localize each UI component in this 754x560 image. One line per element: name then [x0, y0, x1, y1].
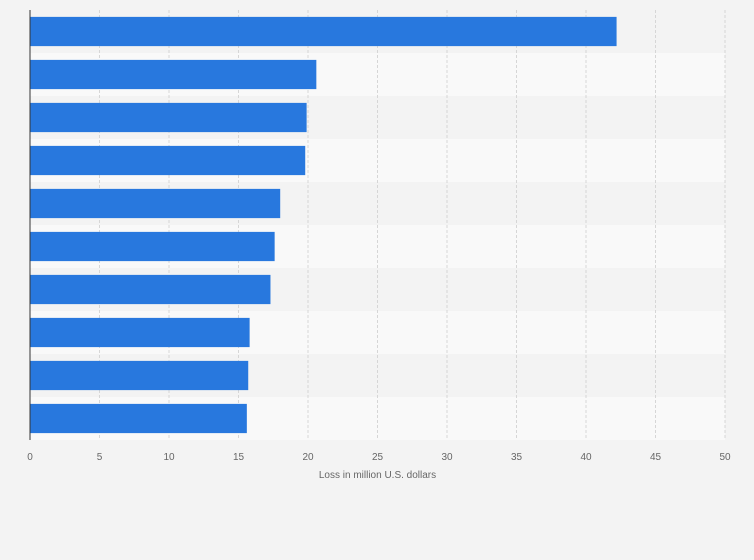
bars: [30, 16, 617, 434]
bar: [30, 16, 617, 47]
x-tick-label: 20: [302, 452, 314, 463]
bar: [30, 188, 281, 219]
bar: [30, 274, 271, 305]
x-tick-label: 15: [233, 452, 245, 463]
bar: [30, 360, 249, 391]
x-tick-label: 25: [372, 452, 384, 463]
x-axis-title: Loss in million U.S. dollars: [319, 470, 436, 481]
bar: [30, 145, 306, 176]
x-tick-label: 30: [441, 452, 453, 463]
x-tick-label: 35: [511, 452, 523, 463]
x-tick-label: 5: [97, 452, 103, 463]
bar: [30, 102, 307, 133]
x-tick-label: 40: [580, 452, 592, 463]
bar: [30, 403, 247, 434]
x-tick-label: 50: [719, 452, 731, 463]
bar: [30, 231, 275, 262]
bar: [30, 317, 250, 348]
x-tick-label: 45: [650, 452, 662, 463]
x-tick-label: 0: [27, 452, 33, 463]
x-axis-ticks: 0 5 10 15 20 25 30 35 40 45 50: [27, 452, 731, 463]
x-tick-label: 10: [163, 452, 175, 463]
bar: [30, 59, 317, 90]
